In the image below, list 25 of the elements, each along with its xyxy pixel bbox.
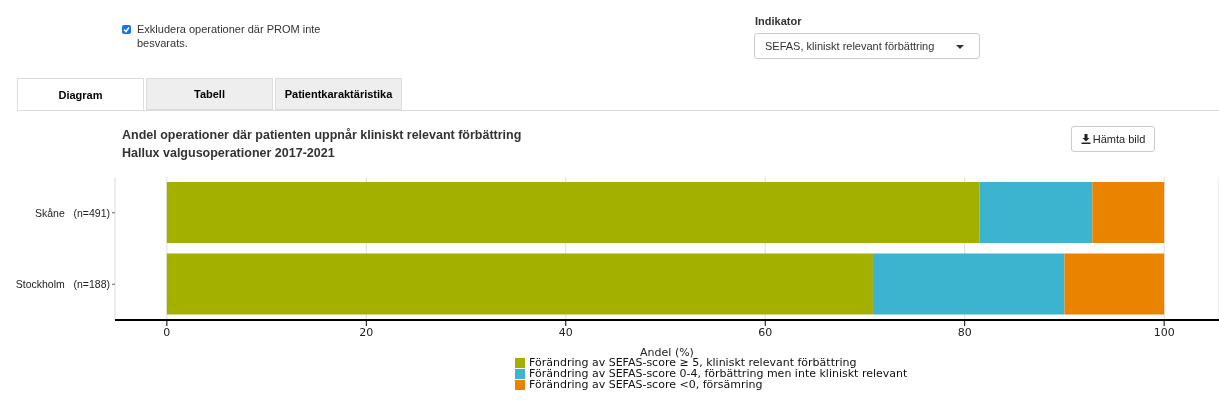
chart-title: Andel operationer där patienten uppnår kliniskt relevant förbättring xyxy=(122,127,522,144)
dropdown: SEFAS, kliniskt relevant förbättring xyxy=(754,33,980,59)
bar xyxy=(166,182,980,244)
bar xyxy=(979,182,1093,244)
y-tick-label: Stockholm (n=188) xyxy=(15,278,110,291)
x-tick-label: 60 xyxy=(758,325,773,339)
chart-subtitle: Hallux valgusoperationer 2017-2021 xyxy=(122,145,336,162)
text: Exkludera operationer där PROM inte besvarats. xyxy=(137,22,322,50)
text: Indikator xyxy=(755,15,802,27)
tab: Patientkaraktäristika xyxy=(275,78,402,110)
x-tick-label: 80 xyxy=(957,325,972,339)
bar xyxy=(1092,182,1165,244)
x-tick-label: 40 xyxy=(558,325,573,339)
x-tick-label: 0 xyxy=(163,325,171,339)
tab: Tabell xyxy=(146,78,273,110)
x-tick-label: 20 xyxy=(359,325,374,339)
bar xyxy=(1064,253,1165,315)
legend-label: Förändring av SEFAS-score 0-4, förbättring men inte kliniskt relevant xyxy=(529,367,908,380)
x-tick-label: 100 xyxy=(1153,325,1175,339)
bar xyxy=(872,253,1065,315)
x-axis-title: Andel (%) xyxy=(640,346,694,359)
bar xyxy=(166,253,873,315)
tab: Diagram xyxy=(17,78,144,110)
button: Hämta bild xyxy=(1071,126,1155,152)
y-tick-label: Skåne (n=491) xyxy=(34,206,110,219)
